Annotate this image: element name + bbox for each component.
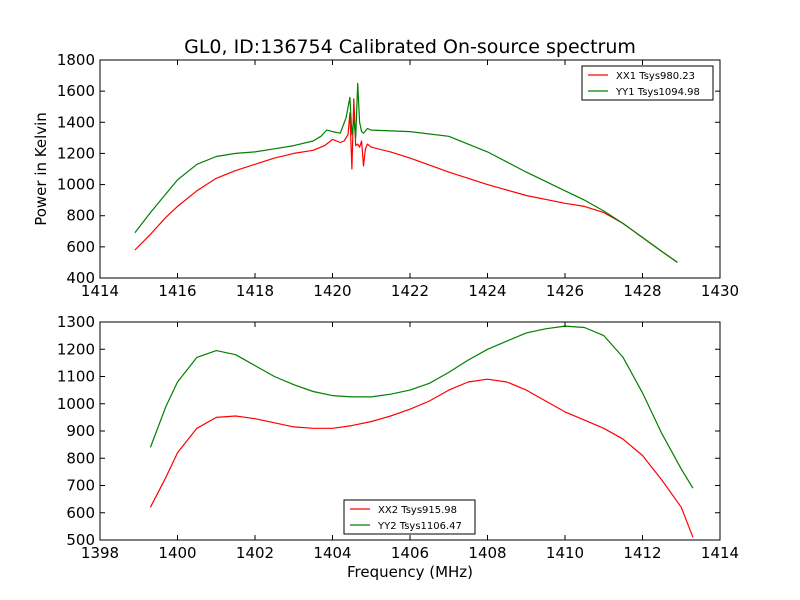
x-tick-label: 1418 — [236, 282, 274, 300]
y-tick-label: 1200 — [57, 340, 95, 358]
y-tick-label: 1300 — [57, 313, 95, 331]
y-tick-label: 600 — [66, 504, 95, 522]
x-tick-label: 1426 — [546, 282, 584, 300]
x-tick-label: 1412 — [623, 544, 661, 562]
x-tick-label: 1406 — [391, 544, 429, 562]
y-tick-label: 1800 — [57, 51, 95, 69]
x-tick-label: 1408 — [468, 544, 506, 562]
y-tick-label: 500 — [66, 531, 95, 549]
y-tick-label: 400 — [66, 269, 95, 287]
series-line-xx2 — [149, 378, 694, 538]
x-tick-label: 1428 — [623, 282, 661, 300]
legend-label: YY2 Tsys1106.47 — [377, 521, 462, 532]
legend: XX1 Tsys980.23 YY1 Tsys1094.98 — [581, 65, 714, 101]
x-tick-label: 1424 — [468, 282, 506, 300]
y-tick-label: 1000 — [57, 176, 95, 194]
legend-box — [581, 65, 714, 101]
series-line-yy1 — [134, 82, 678, 263]
y-tick-label: 700 — [66, 477, 95, 495]
x-tick-label: 1404 — [313, 544, 351, 562]
y-tick-label: 900 — [66, 422, 95, 440]
y-tick-label: 1600 — [57, 82, 95, 100]
y-tick-label: 600 — [66, 238, 95, 256]
x-tick-label: 1398 — [81, 544, 119, 562]
x-tick-label: 1400 — [158, 544, 196, 562]
x-tick-label: 1410 — [546, 544, 584, 562]
plots-layer: 1414 1416 1418 1420 1422 1424 1426 1428 1430 400 6… — [57, 51, 739, 562]
y-tick-label: 1200 — [57, 144, 95, 162]
legend: XX2 Tsys915.98 YY2 Tsys1106.47 — [343, 499, 476, 535]
x-tick-label: 1414 — [81, 282, 119, 300]
x-tick-label: 1430 — [701, 282, 739, 300]
chart-title: GL0, ID:136754 Calibrated On-source spec… — [184, 36, 636, 58]
series-line-yy2 — [149, 325, 694, 489]
y-tick-label: 1100 — [57, 368, 95, 386]
subplot-1: 1414 1416 1418 1420 1422 1424 1426 1428 1430 400 6… — [57, 51, 739, 300]
y-tick-label: 1400 — [57, 113, 95, 131]
legend-label: XX2 Tsys915.98 — [378, 505, 457, 516]
y-axis-label: Power in Kelvin — [32, 112, 50, 226]
x-tick-label: 1402 — [236, 544, 274, 562]
legend-label: XX1 Tsys980.23 — [616, 71, 695, 82]
x-tick-label: 1414 — [701, 544, 739, 562]
y-tick-label: 1000 — [57, 395, 95, 413]
x-axis-label: Frequency (MHz) — [347, 563, 473, 581]
y-tick-label: 800 — [66, 207, 95, 225]
legend-box — [343, 499, 476, 535]
subplot-2: 1398 1400 1402 1404 1406 1408 1410 1412 1414 500 6… — [57, 313, 739, 562]
y-tick-label: 800 — [66, 449, 95, 467]
series-line-xx1 — [134, 98, 678, 263]
x-tick-label: 1422 — [391, 282, 429, 300]
x-tick-label: 1420 — [313, 282, 351, 300]
x-tick-label: 1416 — [158, 282, 196, 300]
legend-label: YY1 Tsys1094.98 — [615, 87, 700, 98]
